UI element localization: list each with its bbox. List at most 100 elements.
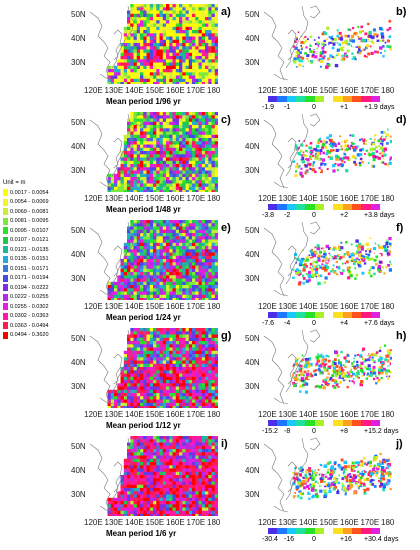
- amplitude-cell: [208, 82, 212, 84]
- amplitude-cell: [159, 177, 164, 181]
- amplitude-cell: [123, 30, 128, 34]
- amplitude-cell: [153, 484, 157, 489]
- amplitude-cell: [130, 275, 134, 279]
- amplitude-cell: [201, 383, 206, 387]
- amplitude-cell: [205, 20, 209, 24]
- amplitude-cell: [153, 157, 157, 162]
- amplitude-cell: [107, 298, 112, 300]
- amplitude-cell: [162, 344, 167, 348]
- amplitude-cell: [179, 125, 183, 129]
- amplitude-cell: [205, 173, 209, 178]
- amplitude-cell: [153, 190, 157, 192]
- amplitude-cell: [198, 160, 203, 165]
- amplitude-cell: [140, 180, 144, 184]
- amplitude-cell: [185, 376, 190, 381]
- amplitude-cell: [188, 458, 193, 463]
- amplitude-cell: [130, 265, 134, 270]
- amplitude-cell: [172, 43, 177, 47]
- amplitude-cell: [127, 350, 131, 355]
- amplitude-cell: [133, 4, 138, 8]
- amplitude-cell: [140, 383, 144, 387]
- amplitude-cell: [208, 239, 212, 244]
- amplitude-cell: [169, 128, 173, 132]
- phase-cell: [332, 56, 336, 59]
- amplitude-cell: [195, 337, 199, 342]
- phase-cell: [336, 42, 339, 44]
- amplitude-cell: [143, 242, 147, 247]
- coastline: [89, 113, 147, 189]
- amplitude-cell: [153, 471, 157, 476]
- amplitude-cell: [143, 436, 147, 440]
- amplitude-cell: [208, 144, 212, 149]
- phase-cell: [322, 43, 325, 46]
- amplitude-cell: [172, 471, 177, 476]
- phase-cell: [359, 382, 363, 387]
- phase-cell: [317, 36, 320, 39]
- amplitude-cell: [192, 233, 196, 237]
- amplitude-cell: [149, 20, 154, 24]
- amplitude-cell: [146, 30, 151, 34]
- amplitude-cell: [166, 233, 170, 237]
- amplitude-cell: [166, 160, 170, 165]
- phase-cell: [327, 383, 330, 385]
- amplitude-cell: [140, 190, 144, 192]
- amplitude-cell: [153, 69, 157, 73]
- amplitude-cell: [188, 167, 193, 171]
- phase-cell: [358, 48, 361, 51]
- amplitude-cell: [169, 354, 173, 358]
- amplitude-cell: [140, 484, 144, 489]
- amplitude-cell: [123, 164, 128, 168]
- amplitude-cell: [153, 144, 157, 149]
- amplitude-cell: [123, 26, 128, 31]
- lat-label: 40N: [245, 250, 260, 259]
- lon-label: 150E: [145, 194, 165, 203]
- amplitude-cell: [149, 436, 154, 440]
- amplitude-cell: [166, 26, 170, 31]
- amplitude-cell: [179, 4, 183, 8]
- phase-cell: [300, 167, 303, 170]
- amplitude-cell: [195, 160, 199, 165]
- amplitude-cell: [182, 357, 186, 361]
- amplitude-cell: [123, 160, 128, 165]
- amplitude-cell: [130, 294, 134, 299]
- amplitude-cell: [185, 190, 190, 192]
- amplitude-cell: [123, 354, 128, 358]
- amplitude-cell: [185, 69, 190, 73]
- amplitude-cell: [195, 334, 199, 339]
- amplitude-cell: [136, 298, 141, 300]
- amplitude-cell: [110, 298, 115, 300]
- legend-range: 0.0095 - 0.0107: [10, 227, 49, 234]
- legend-swatch: [3, 322, 8, 330]
- amplitude-cell: [172, 344, 177, 348]
- amplitude-cell: [143, 268, 147, 273]
- amplitude-cell: [130, 190, 134, 192]
- amplitude-cell: [211, 183, 216, 188]
- amplitude-cell: [140, 157, 144, 162]
- legend-swatch: [3, 217, 8, 225]
- amplitude-cell: [205, 442, 209, 447]
- amplitude-cell: [179, 56, 183, 60]
- amplitude-cell: [192, 23, 196, 28]
- amplitude-cell: [153, 128, 157, 132]
- amplitude-cell: [133, 141, 138, 145]
- amplitude-cell: [162, 272, 167, 276]
- amplitude-cell: [156, 399, 160, 404]
- amplitude-cell: [120, 291, 125, 296]
- amplitude-cell: [198, 406, 203, 408]
- amplitude-cell: [198, 357, 203, 361]
- colorbar-segment: [323, 420, 334, 426]
- amplitude-cell: [192, 406, 196, 408]
- phase-cell: [377, 380, 380, 383]
- amplitude-cell: [172, 455, 177, 460]
- amplitude-cell: [208, 393, 212, 397]
- amplitude-cell: [140, 128, 144, 132]
- amplitude-cell: [153, 380, 157, 384]
- phase-cell: [328, 264, 330, 266]
- phase-cell: [325, 152, 329, 156]
- amplitude-cell: [130, 439, 134, 443]
- phase-cell: [302, 274, 305, 277]
- phase-cell: [366, 248, 369, 251]
- amplitude-cell: [156, 393, 160, 397]
- amplitude-cell: [195, 233, 199, 237]
- phase-cell: [350, 40, 352, 42]
